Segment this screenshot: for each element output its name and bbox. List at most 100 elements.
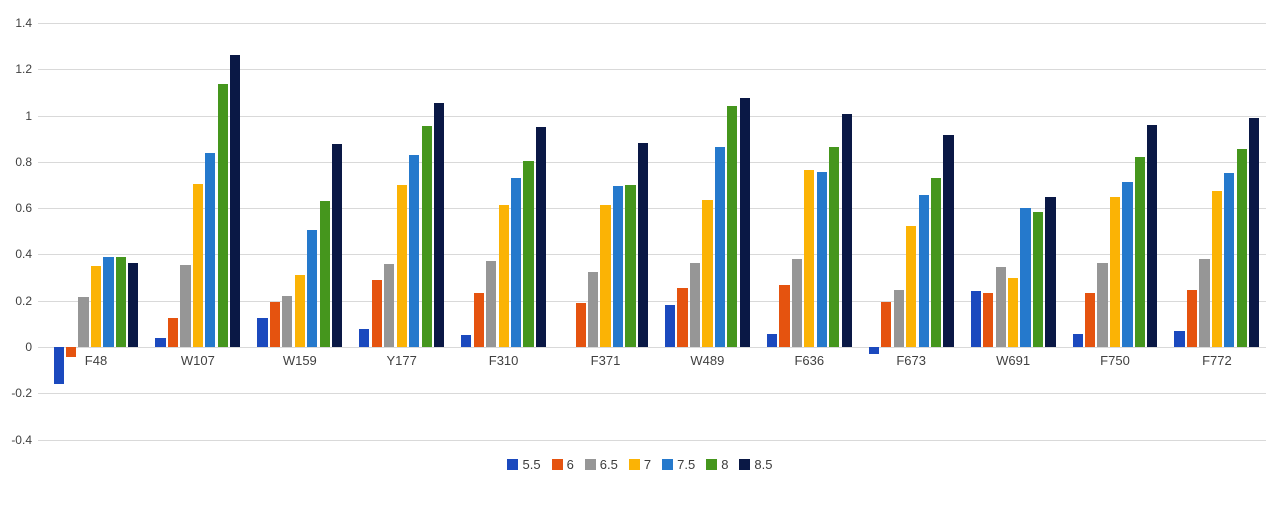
legend-label: 8.5 (754, 457, 773, 472)
y-axis-tick-label: 0.2 (15, 293, 32, 308)
legend-swatch-icon (628, 459, 640, 470)
bar-F371-6.5 (587, 271, 599, 347)
bar-W691-6 (983, 292, 994, 347)
bar-F772-7.5 (1224, 173, 1235, 347)
x-axis-category-label: W489 (690, 353, 725, 368)
y-axis-tick-label: 0 (25, 340, 32, 354)
y-axis-tick-label: 0.4 (15, 247, 32, 262)
bar-F772-6 (1186, 290, 1198, 347)
bar-F772-7 (1211, 190, 1223, 347)
bar-F371-8.5 (637, 143, 648, 347)
y-axis-tick-label: 1.4 (15, 15, 32, 30)
bar-W107-7.5 (205, 152, 216, 347)
bar-W489-7.5 (714, 146, 725, 347)
bar-F750-6.5 (1097, 262, 1108, 347)
x-axis-category-label: W107 (180, 353, 215, 368)
bar-Y177-5.5 (359, 328, 370, 347)
legend-swatch-icon (507, 459, 519, 470)
legend-item-7.5: 7.5 (662, 457, 695, 472)
bar-F636-6.5 (791, 259, 802, 347)
bar-W489-7 (702, 200, 713, 347)
bar-F750-8.5 (1147, 124, 1158, 347)
legend-swatch-icon (584, 459, 596, 470)
bar-Y177-8 (421, 125, 432, 347)
x-axis-category-label: Y177 (386, 353, 417, 368)
x-axis-category-label: W159 (282, 353, 317, 368)
bar-Y177-6 (371, 279, 382, 347)
bar-F310-7.5 (510, 178, 522, 347)
bar-F48-8.5 (128, 262, 139, 347)
bar-W489-8 (727, 106, 738, 347)
bar-W107-8.5 (230, 55, 241, 347)
bar-W691-8 (1032, 211, 1044, 347)
legend-swatch-icon (739, 459, 751, 470)
y-axis-tick-label: 0.8 (15, 154, 32, 169)
bar-W159-7.5 (307, 230, 318, 347)
legend-label: 7 (643, 457, 652, 472)
bar-F48-6.5 (78, 297, 89, 347)
bar-W489-8.5 (739, 98, 750, 347)
bar-F673-8 (931, 178, 942, 347)
bar-F750-7 (1109, 196, 1121, 347)
bar-W107-7 (192, 183, 204, 347)
y-axis-tick-label: -0.2 (11, 386, 32, 401)
gridline (38, 208, 1266, 210)
bar-F48-6 (66, 347, 77, 358)
bar-W691-7 (1008, 277, 1019, 348)
bar-W159-6 (269, 301, 281, 347)
gridline (38, 439, 1266, 441)
bar-W159-6.5 (282, 296, 293, 347)
bar-F636-8.5 (841, 114, 852, 347)
bar-F310-5.5 (461, 335, 472, 347)
x-axis-category-label: F750 (1100, 353, 1130, 368)
bar-F371-8 (625, 185, 636, 347)
legend-swatch-icon (706, 459, 718, 470)
bar-F48-5.5 (53, 347, 64, 384)
bar-F636-7.5 (816, 172, 827, 347)
bar-W489-5.5 (664, 305, 676, 347)
bar-W691-6.5 (995, 267, 1006, 347)
bar-F673-6.5 (893, 290, 904, 347)
bar-F636-6 (779, 284, 790, 347)
x-axis-category-label: F48 (84, 353, 108, 368)
legend-label: 5.5 (522, 457, 541, 472)
gridline (38, 254, 1266, 256)
bar-W691-8.5 (1045, 196, 1056, 347)
bar-F750-5.5 (1072, 334, 1083, 347)
legend-label: 6 (566, 457, 574, 472)
gridline (38, 161, 1266, 163)
x-axis-category-label: F371 (590, 353, 621, 368)
bar-W159-8.5 (332, 144, 343, 347)
legend-label: 7.5 (677, 457, 696, 472)
bar-Y177-6.5 (384, 263, 395, 347)
x-axis-category-label: F310 (488, 353, 519, 368)
bar-W159-8 (319, 201, 330, 347)
bar-F48-7 (90, 266, 102, 347)
legend: 5.5 6 6.5 7 7.5 8 8.5 (0, 457, 1280, 472)
bar-W107-6 (167, 318, 179, 347)
bar-F772-8 (1236, 149, 1247, 347)
bar-F310-7 (498, 204, 509, 347)
gridline (38, 393, 1266, 395)
bar-W489-6.5 (689, 262, 701, 347)
x-axis-category-label: F673 (896, 353, 926, 368)
legend-swatch-icon (662, 459, 674, 470)
bar-Y177-7.5 (409, 154, 420, 347)
bar-F310-6.5 (486, 261, 497, 347)
legend-item-6: 6 (551, 457, 574, 472)
bar-F48-7.5 (103, 256, 114, 347)
bar-W107-8 (217, 84, 228, 347)
y-axis-tick-label: 1 (25, 108, 32, 123)
bar-F772-8.5 (1249, 117, 1260, 347)
bar-W691-5.5 (970, 291, 981, 347)
bar-W159-7 (294, 275, 305, 347)
legend-label: 8 (721, 457, 729, 472)
legend-item-5.5: 5.5 (507, 457, 541, 472)
gridline (38, 69, 1266, 71)
bar-F772-5.5 (1174, 330, 1185, 347)
legend-item-7: 7 (628, 457, 652, 472)
bar-F673-7 (906, 225, 917, 347)
gridline (38, 347, 1266, 348)
bar-W107-6.5 (180, 264, 191, 347)
